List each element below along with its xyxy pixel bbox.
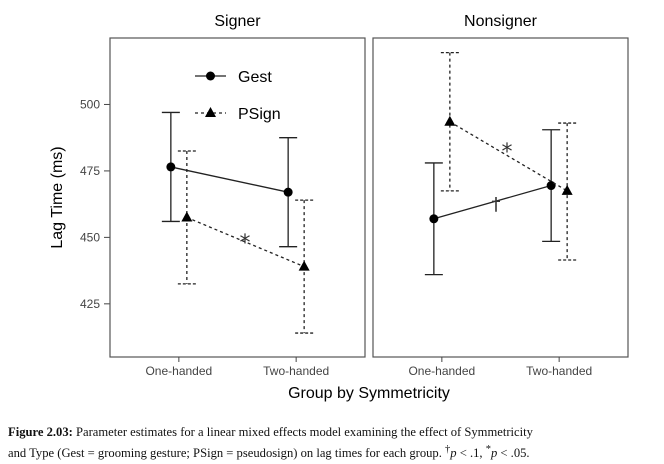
panel-frame-1 (372, 37, 629, 358)
facet-title-1: Nonsigner (464, 13, 538, 30)
x-axis-label: Group by Symmetricity (288, 385, 450, 402)
caption-star: * (485, 444, 491, 455)
point-psign-1-1 (561, 184, 573, 195)
legend-marker-psign (205, 107, 216, 117)
caption-p-1: p (450, 446, 457, 461)
caption-text-1: Parameter estimates for a linear mixed e… (75, 425, 533, 439)
legend-label-gest: Gest (238, 69, 272, 86)
point-gest-1-0 (429, 214, 439, 224)
y-tick-label-3: 500 (80, 97, 100, 111)
point-gest-0-0 (166, 162, 176, 172)
facet-title-0: Signer (214, 13, 261, 30)
point-gest-0-1 (283, 187, 293, 197)
y-tick-label-0: 425 (80, 297, 100, 311)
point-gest-1-1 (546, 181, 556, 191)
caption-line-1: Figure 2.03: Parameter estimates for a l… (8, 424, 658, 441)
point-psign-0-1 (298, 260, 310, 271)
series-line-gest-0 (170, 166, 289, 193)
x-tick-label-1-0: One-handed (408, 364, 475, 378)
x-tick-label-0-1: Two-handed (263, 364, 329, 378)
legend-marker-gest (206, 71, 215, 81)
point-psign-0-0 (181, 211, 193, 222)
legend-label-psign: PSign (238, 106, 281, 123)
series-line-psign-1 (449, 121, 568, 192)
x-tick-label-1-1: Two-handed (526, 364, 592, 378)
annotation-1: * (502, 140, 513, 165)
series-line-gest-1 (433, 184, 552, 220)
caption-dagger: † (445, 444, 451, 455)
chart: 425 450 475 500 Lag Time (ms) Group by Symmet… (49, 13, 629, 402)
caption-p-2: p (490, 446, 498, 461)
caption-label: Figure 2.03: (8, 425, 73, 439)
caption-threshold-2: < .05. (497, 446, 530, 461)
figure-caption: Figure 2.03: Parameter estimates for a l… (8, 424, 658, 462)
annotation-0: * (240, 231, 251, 256)
y-axis-label: Lag Time (ms) (49, 146, 66, 248)
caption-line-2: and Type (Gest = grooming gesture; PSign… (8, 441, 658, 462)
caption-text-2: and Type (Gest = grooming gesture; PSign… (8, 446, 442, 461)
point-psign-1-0 (444, 115, 456, 126)
annotation-2: † (492, 194, 501, 215)
x-tick-label-0-0: One-handed (145, 364, 212, 378)
y-tick-label-1: 450 (80, 230, 100, 244)
caption-threshold-1: < .1, (456, 446, 486, 461)
y-tick-label-2: 475 (80, 164, 100, 178)
panel-frame-0 (109, 37, 366, 358)
